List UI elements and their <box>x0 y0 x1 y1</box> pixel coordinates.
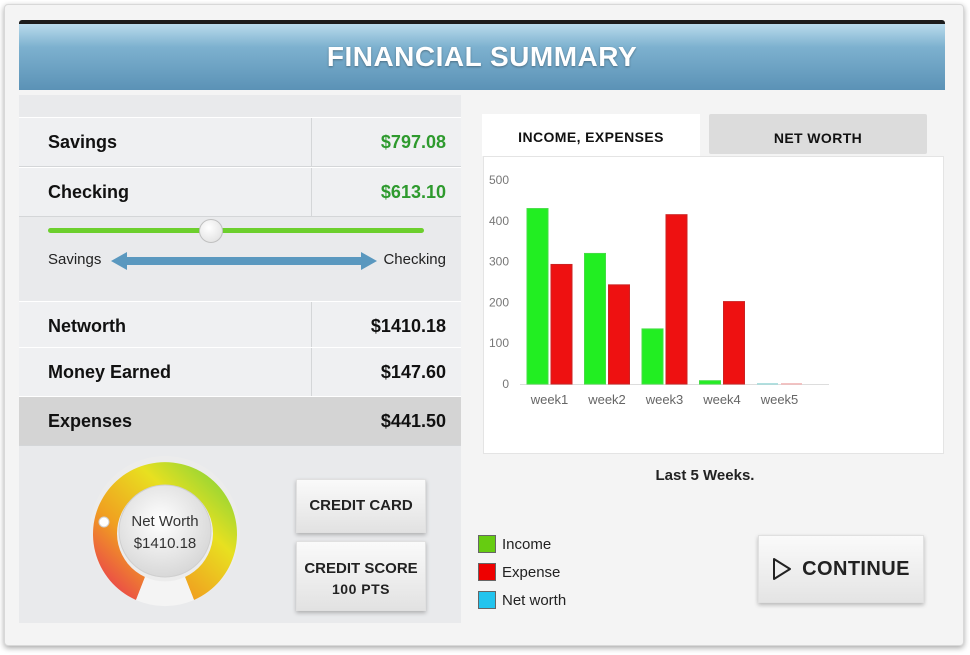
x-tick-label: week2 <box>587 392 626 407</box>
money-earned-value: $147.60 <box>380 362 446 382</box>
row-divider <box>311 348 312 396</box>
expenses-value: $441.50 <box>380 411 446 431</box>
legend-label-expense: Expense <box>502 563 561 581</box>
continue-label: CONTINUE <box>802 557 910 580</box>
x-tick-label: week1 <box>530 392 569 407</box>
y-tick-label: 100 <box>489 336 509 350</box>
legend-swatch-income <box>478 535 496 553</box>
credit-card-button[interactable]: CREDIT CARD <box>296 479 426 533</box>
row-divider <box>311 168 312 216</box>
credit-score-value: 100 PTS <box>332 581 390 597</box>
expenses-label: Expenses <box>48 411 133 431</box>
header-bar: FINANCIAL SUMMARY <box>19 24 945 90</box>
bar-income-week2 <box>584 252 606 385</box>
networth-row: Networth $1410.18 <box>19 301 461 351</box>
left-panel: Savings $797.08 Checking $613.10 Savings… <box>19 95 461 623</box>
slider-right-label: Checking <box>383 251 446 268</box>
money-earned-label: Money Earned <box>48 362 172 382</box>
transfer-slider-handle[interactable] <box>198 219 223 243</box>
y-tick-label: 300 <box>489 255 509 269</box>
legend-swatch-expense <box>478 563 496 581</box>
checking-row: Checking $613.10 <box>19 167 461 217</box>
slider-left-label: Savings <box>48 251 102 268</box>
double-arrow-icon <box>111 252 377 270</box>
page-title: FINANCIAL SUMMARY <box>326 41 638 72</box>
credit-score-label: CREDIT SCORE <box>304 560 418 577</box>
y-tick-label: 400 <box>489 214 509 228</box>
x-tick-label: week3 <box>645 392 684 407</box>
y-tick-label: 500 <box>489 173 509 187</box>
x-tick-label: week5 <box>760 392 799 407</box>
gauge-label: Net Worth <box>131 513 199 530</box>
expenses-row: Expenses $441.50 <box>19 396 461 446</box>
header-top-border <box>19 20 945 24</box>
savings-value: $797.08 <box>380 132 446 152</box>
networth-value: $1410.18 <box>370 316 446 336</box>
tab-income-expenses[interactable]: INCOME, EXPENSES <box>482 114 700 156</box>
legend-swatch-net-worth <box>478 591 496 609</box>
savings-row: Savings $797.08 <box>19 117 461 167</box>
play-icon <box>773 558 792 580</box>
bar-income-week5 <box>757 383 778 385</box>
legend-label-income: Income <box>502 535 552 553</box>
continue-button[interactable]: CONTINUE <box>758 535 924 603</box>
credit-score-button[interactable]: CREDIT SCORE 100 PTS <box>296 541 426 611</box>
chart-panel: 0 100 200 300 400 500 week1 week2 week3 week4 week… <box>483 156 944 454</box>
net-worth-gauge: Net Worth $1410.18 <box>89 455 241 607</box>
row-divider <box>311 118 312 166</box>
networth-label: Networth <box>48 316 126 336</box>
x-tick-label: week4 <box>702 392 741 407</box>
row-divider <box>311 302 312 350</box>
bar-expense-week1 <box>550 263 573 385</box>
bar-expense-week4 <box>723 301 745 385</box>
bar-expense-week2 <box>608 284 630 385</box>
gauge-ring <box>90 456 240 607</box>
checking-value: $613.10 <box>380 182 446 202</box>
bar-income-week3 <box>641 328 664 385</box>
gauge-value: $1410.18 <box>133 535 197 552</box>
legend-label-net-worth: Net worth <box>502 591 567 609</box>
chart-caption: Last 5 Weeks. <box>655 467 755 484</box>
y-tick-label: 200 <box>489 295 509 309</box>
tab-net-worth[interactable]: NET WORTH <box>709 114 927 154</box>
bar-expense-week3 <box>665 214 688 385</box>
money-earned-row: Money Earned $147.60 <box>19 347 461 397</box>
legend-item-income: Income <box>478 534 551 554</box>
legend-item-net-worth: Net worth <box>478 590 566 610</box>
income-expense-chart: 0 100 200 300 400 500 week1 week2 week3 week4 week… <box>489 173 829 407</box>
gauge-indicator-dot <box>98 516 110 528</box>
savings-label: Savings <box>48 132 118 152</box>
y-tick-label: 0 <box>502 377 509 391</box>
bar-income-week1 <box>526 208 549 385</box>
bar-expense-week5 <box>781 383 802 385</box>
bar-income-week4 <box>699 380 721 385</box>
checking-label: Checking <box>48 182 130 202</box>
legend-item-expense: Expense <box>478 562 560 582</box>
transfer-slider-track[interactable] <box>48 228 424 233</box>
